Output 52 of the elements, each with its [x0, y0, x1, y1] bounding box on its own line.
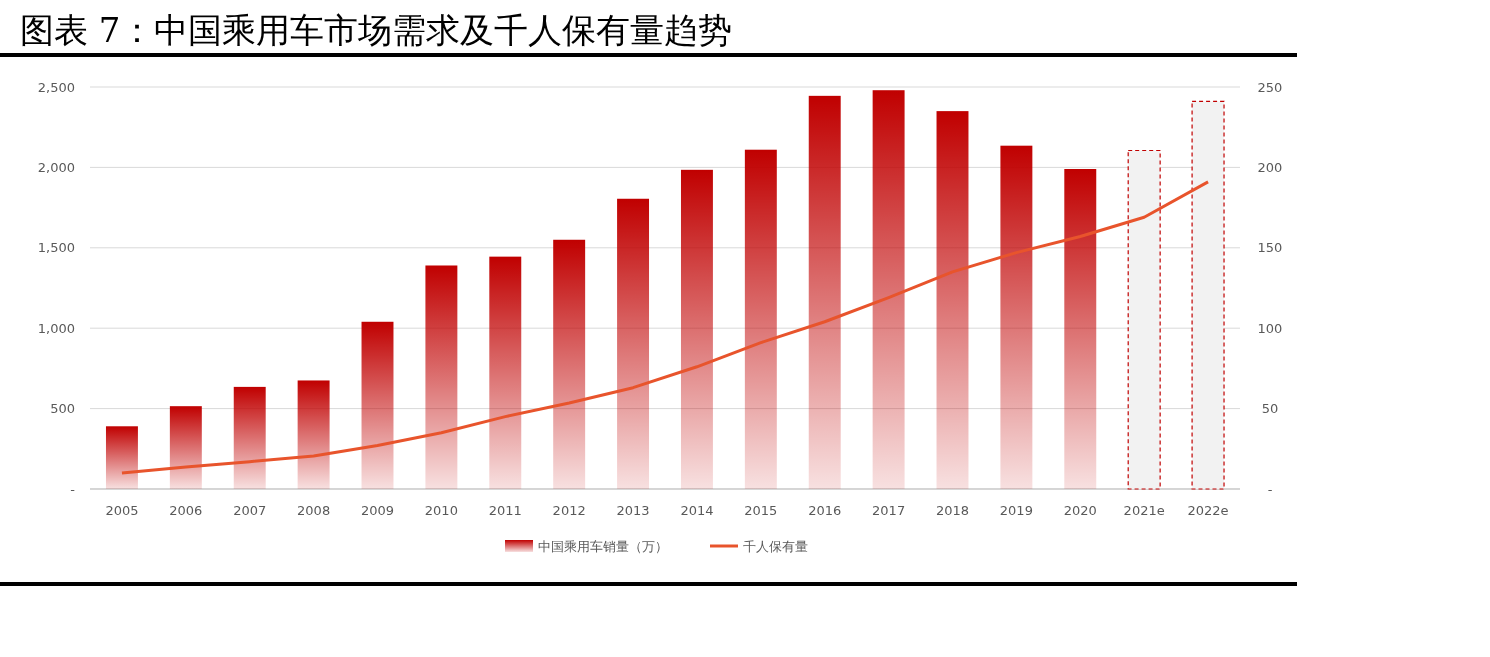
- x-tick-label: 2022e: [1187, 503, 1229, 518]
- bar: [617, 198, 650, 489]
- bar: [1127, 149, 1161, 490]
- bar: [680, 169, 713, 489]
- y2-tick-label: 200: [1257, 159, 1283, 175]
- bar: [872, 90, 905, 489]
- bar: [1000, 145, 1033, 489]
- bar: [808, 95, 841, 489]
- x-tick-label: 2020: [1063, 503, 1097, 518]
- x-tick-label: 2007: [233, 503, 267, 518]
- y-tick-label: 500: [50, 401, 75, 417]
- x-tick-label: 2017: [872, 503, 906, 518]
- line-series: [120, 180, 1210, 475]
- x-tick-label: 2018: [935, 503, 970, 518]
- y2-tick-label: -: [1267, 481, 1273, 497]
- bar: [233, 386, 266, 489]
- bar: [489, 256, 522, 489]
- bar: [936, 111, 969, 489]
- bar: [169, 406, 202, 489]
- legend-label: 千人保有量: [743, 538, 808, 554]
- x-tick-label: 2012: [552, 503, 586, 518]
- bar: [744, 149, 777, 489]
- x-tick-label: 2006: [169, 503, 203, 518]
- legend-label: 中国乘用车销量（万）: [538, 538, 668, 554]
- bar: [425, 265, 458, 489]
- bar: [297, 380, 330, 489]
- y-tick-label: 1,000: [37, 320, 75, 336]
- bar: [553, 239, 586, 489]
- y2-tick-label: 50: [1261, 401, 1279, 417]
- y-tick-label: -: [70, 481, 76, 497]
- x-tick-label: 2008: [297, 503, 331, 518]
- y2-tick-label: 250: [1257, 79, 1283, 95]
- y2-tick-label: 150: [1257, 240, 1283, 256]
- x-tick-label: 2019: [999, 503, 1033, 518]
- y-tick-label: 2,500: [37, 79, 75, 95]
- x-tick-label: 2016: [808, 503, 842, 518]
- bar: [1191, 100, 1225, 490]
- x-tick-label: 2014: [680, 503, 714, 518]
- bar: [1064, 169, 1097, 489]
- y-tick-label: 2,000: [37, 159, 75, 175]
- y-tick-label: 1,500: [37, 240, 75, 256]
- chart-title: 图表 7：中国乘用车市场需求及千人保有量趋势: [20, 10, 733, 50]
- x-tick-label: 2021e: [1123, 503, 1165, 518]
- x-tick-label: 2011: [488, 503, 522, 518]
- x-tick-label: 2013: [616, 503, 650, 518]
- x-tick-label: 2015: [744, 503, 778, 518]
- x-tick-label: 2009: [360, 503, 395, 518]
- bar: [361, 321, 394, 489]
- x-tick-label: 2005: [105, 503, 139, 518]
- x-tick-label: 2010: [424, 503, 458, 518]
- y2-tick-label: 100: [1257, 320, 1283, 336]
- bar: [105, 426, 138, 489]
